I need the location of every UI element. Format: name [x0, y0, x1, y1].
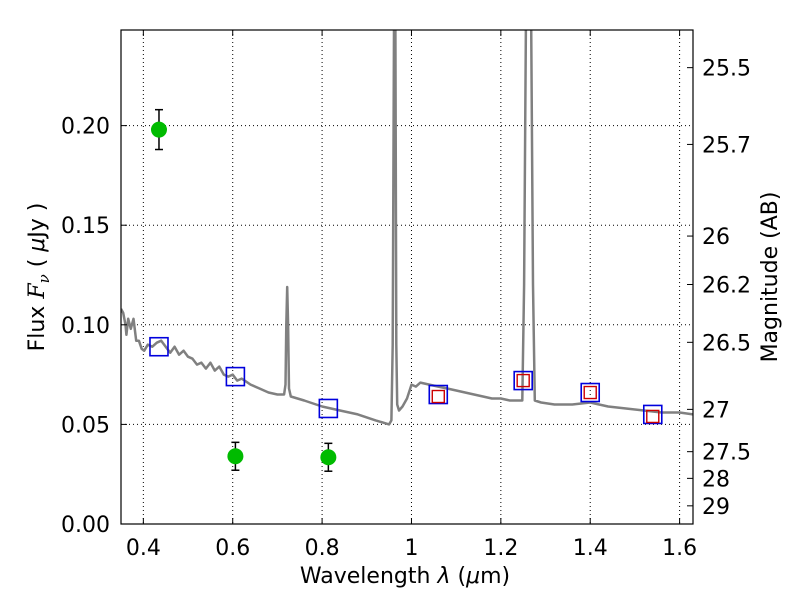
- mag-tick-label: 26: [702, 225, 730, 250]
- mag-tick-label: 27: [702, 398, 730, 423]
- y2-axis-label: Magnitude (AB): [758, 192, 783, 363]
- observed-nir-point: [516, 373, 530, 388]
- observed-detection-point: [150, 121, 167, 138]
- observed-nir-point: [646, 409, 660, 424]
- observed-nir-point: [431, 389, 445, 404]
- y-tick-label: 0.00: [61, 513, 110, 538]
- x-tick-label: 0.8: [305, 536, 340, 561]
- mag-tick-label: 26.5: [702, 331, 751, 356]
- mag-tick-label: 27.5: [702, 441, 751, 466]
- plot-frame: [120, 29, 694, 525]
- mag-tick-label: 29: [702, 495, 730, 520]
- model-photometry-point: [642, 404, 663, 425]
- observed-detection-point: [320, 449, 337, 466]
- ticks-layer: 0.4 0.6 0.8 1 1.2 1.4 1.6 0.00 0.05 0.10 0.15 0.20 2…: [61, 30, 751, 561]
- model-photometry-point: [225, 366, 246, 387]
- y-tick-label: 0.20: [61, 115, 110, 140]
- mag-tick-label: 25.7: [702, 133, 751, 158]
- x-tick-label: 1.4: [573, 536, 608, 561]
- mag-tick-label: 28: [702, 467, 730, 492]
- model-photometry-point: [513, 370, 533, 391]
- markers-layer: [149, 108, 663, 472]
- model-photometry-point: [318, 398, 339, 419]
- model-spectrum-line: [121, 30, 693, 426]
- grid-layer: [121, 30, 693, 525]
- mag-tick-label: 25.5: [702, 57, 751, 82]
- spectrum-layer: [121, 30, 693, 426]
- model-photometry-point: [428, 384, 449, 405]
- x-tick-label: 0.4: [126, 536, 161, 561]
- model-photometry-point: [580, 382, 601, 403]
- observed-nir-point: [583, 385, 597, 400]
- model-photometry-point: [149, 336, 169, 357]
- x-axis-label: Wavelength λ (μm): [300, 564, 510, 589]
- y-tick-label: 0.05: [61, 413, 110, 438]
- x-tick-label: 1.6: [662, 536, 697, 561]
- y-tick-label: 0.15: [61, 214, 110, 239]
- x-tick-label: 0.6: [215, 536, 250, 561]
- observed-detection-point: [227, 448, 244, 465]
- mag-tick-label: 26.2: [702, 274, 751, 299]
- y-axis-label: Flux Fν ( μJy ): [25, 203, 53, 352]
- y-tick-label: 0.10: [61, 314, 110, 339]
- x-tick-label: 1.2: [483, 536, 518, 561]
- x-tick-label: 1: [404, 536, 418, 561]
